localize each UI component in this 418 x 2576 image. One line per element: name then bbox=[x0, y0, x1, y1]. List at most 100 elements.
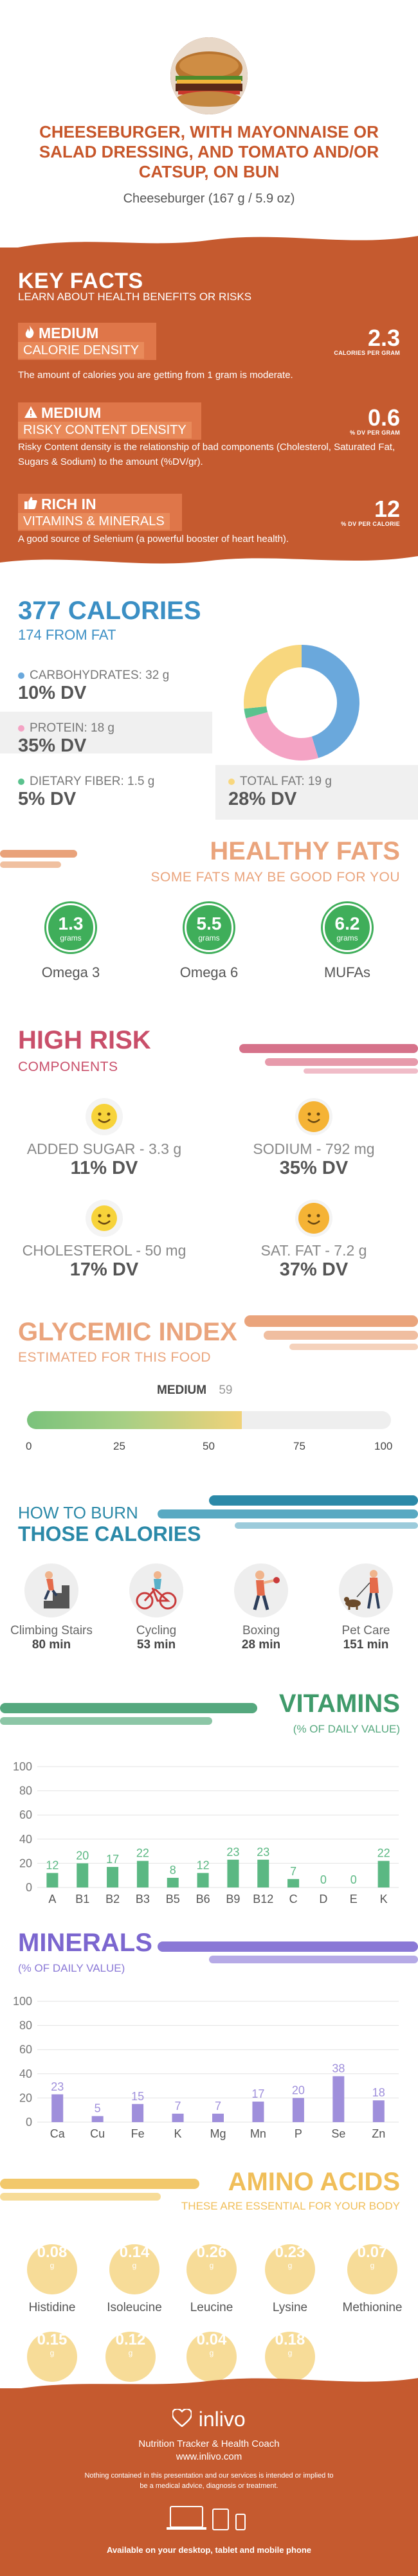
cycling-activity: Cycling 53 min bbox=[111, 1563, 201, 1652]
mineral-value-label: 17 bbox=[251, 2087, 264, 2100]
amino-acid-methionine: 0.07 g Methionine bbox=[327, 2232, 417, 2315]
amino-unit: g bbox=[132, 2261, 137, 2270]
amino-value: 0.08 bbox=[37, 2244, 68, 2261]
boxing-activity: Boxing 28 min bbox=[216, 1563, 306, 1652]
cycling-icon bbox=[129, 1563, 183, 1617]
amino-acid-histidine: 0.08 g Histidine bbox=[7, 2232, 97, 2315]
heart-logo-icon bbox=[172, 2408, 193, 2430]
amino-title: AMINO ACIDS bbox=[228, 2168, 400, 2196]
amino-value: 0.12 bbox=[115, 2331, 146, 2348]
vitamins-chart: 0 20 40 60 80 100 12 A 20 B1 17 B2 22 B3 8 B5 12 B6 23 B9 23… bbox=[13, 1761, 399, 1905]
y-tick-label: 0 bbox=[26, 1881, 32, 1894]
risky-content-value: 0.6 % DV PER GRAM bbox=[350, 404, 400, 437]
warning-icon bbox=[24, 404, 37, 422]
fiber-dot bbox=[18, 779, 24, 785]
carbohydrates-stat: CARBOHYDRATES: 32 g 10% DV bbox=[18, 669, 170, 703]
smiley-icon bbox=[295, 1098, 332, 1135]
glycemic-reading: MEDIUM 59 bbox=[157, 1383, 232, 1398]
vitamins-minerals-label: VITAMINS & MINERALS bbox=[18, 513, 170, 530]
cholesterol-stat: CHOLESTEROL - 50 mg 17% DV bbox=[8, 1200, 201, 1281]
sodium-label: SODIUM - 792 mg bbox=[253, 1140, 375, 1157]
calorie-donut-chart bbox=[244, 645, 359, 761]
mineral-category-label: Mn bbox=[250, 2127, 266, 2140]
amino-badge: 0.15 g bbox=[27, 2332, 77, 2382]
glycemic-subtitle: ESTIMATED FOR THIS FOOD bbox=[18, 1350, 212, 1365]
serving-size: Cheeseburger (167 g / 5.9 oz) bbox=[123, 192, 295, 206]
minerals-subtitle: (% OF DAILY VALUE) bbox=[18, 1962, 125, 1974]
minerals-stripes-decoration bbox=[158, 1941, 418, 1963]
total-fat-dot bbox=[228, 779, 235, 785]
devices-icon bbox=[164, 2504, 254, 2534]
amino-badge: 0.14 g bbox=[109, 2244, 159, 2294]
amino-unit: g bbox=[287, 2261, 293, 2270]
vitamin-category-label: B9 bbox=[226, 1893, 240, 1905]
vitamin-value-label: 12 bbox=[46, 1859, 59, 1871]
mineral-category-label: Fe bbox=[131, 2127, 145, 2140]
vitamin-category-label: C bbox=[289, 1893, 298, 1905]
brand-name: inlivo bbox=[198, 2408, 246, 2431]
footer-tagline: Nutrition Tracker & Health Coach bbox=[138, 2438, 280, 2449]
mineral-bar-cu bbox=[91, 2116, 104, 2122]
calories-title: 377 CALORIES bbox=[18, 597, 201, 625]
amino-badge: 0.12 g bbox=[105, 2332, 156, 2382]
sodium-dv: 35% DV bbox=[279, 1158, 349, 1178]
vitamin-value-label: 22 bbox=[136, 1847, 149, 1860]
glycemic-tick: 75 bbox=[293, 1440, 305, 1452]
amino-unit: g bbox=[287, 2348, 293, 2357]
vitamin-bar-b6 bbox=[197, 1873, 209, 1887]
mineral-value-label: 18 bbox=[372, 2086, 385, 2099]
mineral-value-label: 20 bbox=[292, 2084, 305, 2096]
footer-availability: Available on your desktop, tablet and mo… bbox=[106, 2545, 312, 2555]
footer-disclaimer: Nothing contained in this presentation a… bbox=[84, 2472, 334, 2490]
glycemic-tick: 50 bbox=[203, 1440, 215, 1452]
mineral-category-label: Cu bbox=[90, 2127, 105, 2140]
donut-slice bbox=[302, 645, 359, 759]
amino-unit: g bbox=[209, 2348, 214, 2357]
glycemic-tick: 0 bbox=[26, 1440, 32, 1452]
amino-acid-leucine: 0.26 g Leucine bbox=[167, 2232, 257, 2315]
vitamins-title: VITAMINS bbox=[278, 1689, 400, 1718]
smiley-icon bbox=[86, 1200, 123, 1237]
amino-unit: g bbox=[128, 2348, 133, 2357]
healthy-fats-subtitle: SOME FATS MAY BE GOOD FOR YOU bbox=[150, 870, 400, 885]
cycling-label: Cycling bbox=[136, 1624, 177, 1637]
high-risk-subtitle: COMPONENTS bbox=[18, 1059, 118, 1074]
vitamins-minerals-description: A good source of Selenium (a powerful bo… bbox=[18, 534, 289, 545]
total-fat-stat: TOTAL FAT: 19 g 28% DV bbox=[228, 775, 332, 809]
added-sugar-stat: ADDED SUGAR - 3.3 g 11% DV bbox=[8, 1098, 201, 1179]
glycemic-value: 59 bbox=[219, 1383, 233, 1397]
footer-brand: inlivo bbox=[0, 2408, 418, 2431]
mineral-category-label: Se bbox=[331, 2127, 345, 2140]
footer-url[interactable]: www.inlivo.com bbox=[176, 2451, 242, 2462]
mineral-bar-zn bbox=[372, 2100, 385, 2122]
pet-care-icon bbox=[339, 1563, 393, 1617]
amino-value: 0.15 bbox=[37, 2331, 68, 2348]
mineral-bar-mg bbox=[212, 2113, 224, 2122]
vitamin-category-label: D bbox=[319, 1893, 327, 1905]
amino-value: 0.18 bbox=[275, 2331, 305, 2348]
mineral-bar-p bbox=[292, 2098, 304, 2122]
vitamins-minerals-value: 12 % DV PER CALORIE bbox=[341, 496, 400, 528]
calorie-density-description: The amount of calories you are getting f… bbox=[18, 370, 293, 381]
stairs-icon bbox=[24, 1563, 78, 1617]
y-tick-label: 100 bbox=[13, 1761, 32, 1773]
mineral-bar-fe bbox=[132, 2103, 144, 2122]
amino-value: 0.04 bbox=[196, 2331, 227, 2348]
amino-value: 0.26 bbox=[196, 2244, 227, 2261]
footer: inlivo Nutrition Tracker & Health Coach … bbox=[0, 2378, 418, 2576]
sat-fat-label: SAT. FAT - 7.2 g bbox=[260, 1242, 367, 1259]
healthy-fats-title: HEALTHY FATS bbox=[210, 837, 400, 865]
mineral-category-label: Ca bbox=[50, 2127, 66, 2140]
vitamin-value-label: 22 bbox=[377, 1847, 390, 1860]
omega3-badge: 1.3 grams bbox=[46, 903, 95, 952]
glycemic-tick: 100 bbox=[374, 1440, 393, 1452]
mineral-bar-mn bbox=[252, 2102, 264, 2122]
burn-stripes-decoration bbox=[158, 1495, 418, 1529]
vitamin-category-label: B6 bbox=[196, 1893, 210, 1905]
y-tick-label: 20 bbox=[19, 2091, 32, 2104]
vitamin-value-label: 20 bbox=[76, 1849, 89, 1862]
calories-from-fat: 174 FROM FAT bbox=[18, 627, 116, 643]
sat-fat-stat: SAT. FAT - 7.2 g 37% DV bbox=[217, 1200, 410, 1281]
amino-name: Lysine bbox=[272, 2301, 308, 2314]
amino-badge: 0.07 g bbox=[347, 2244, 397, 2294]
